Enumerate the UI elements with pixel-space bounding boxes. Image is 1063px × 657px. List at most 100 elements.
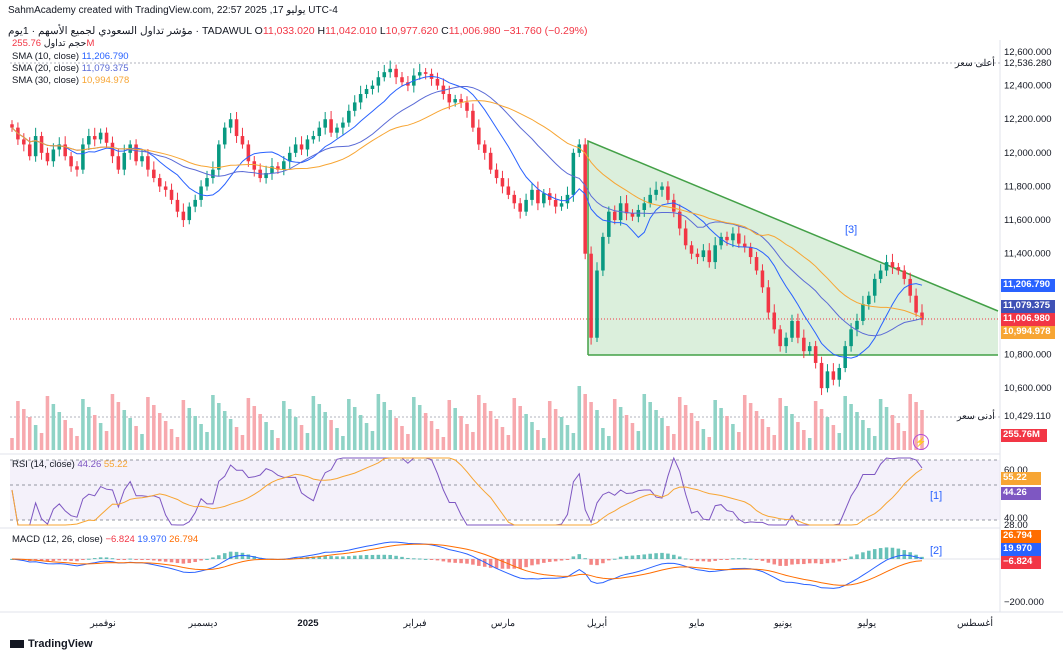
triangle-outline[interactable]	[587, 139, 999, 355]
candle-body	[388, 68, 392, 73]
candle-body	[790, 320, 794, 338]
sma10-legend[interactable]: SMA (10, close) 11,206.790	[12, 51, 129, 63]
candle-body	[819, 362, 824, 389]
candle-body	[222, 127, 227, 145]
candle-body	[205, 178, 209, 187]
candle-body	[577, 144, 582, 153]
volume-label: حجم تداول	[43, 38, 87, 49]
sma20-value: 11,079.375	[81, 63, 129, 74]
macd-hist-bar	[872, 549, 877, 559]
volume-bar	[677, 397, 682, 450]
volume-bar	[737, 432, 741, 450]
volume-bar	[417, 405, 422, 450]
ohlc-c-label: C	[441, 25, 449, 37]
rsi-ma-value: 55.22	[103, 459, 128, 470]
macd-hist-bar	[819, 559, 824, 565]
macd-hist-bar	[920, 556, 924, 559]
candle-body	[311, 136, 316, 140]
macd-hist-bar	[110, 558, 115, 560]
candle-body	[199, 186, 203, 200]
volume-legend[interactable]: حجم تداول 255.76M	[12, 38, 94, 50]
candle-body	[530, 189, 534, 200]
price-tick: 12,000.000	[1004, 148, 1052, 159]
candle-body	[878, 270, 883, 279]
rsi-line	[11, 456, 923, 526]
volume-bar	[500, 427, 505, 450]
time-tick: مارس	[491, 618, 515, 629]
rsi-tick-40: 40.00	[1004, 513, 1028, 524]
macd-hist-bar	[760, 559, 765, 561]
candle-body	[134, 144, 138, 162]
macd-hist-bar	[45, 559, 50, 562]
sma30-legend[interactable]: SMA (30, close) 10,994.978	[12, 75, 129, 87]
candle-body	[872, 278, 877, 296]
sma30-value: 10,994.978	[81, 75, 130, 86]
badge-sma30: 10,994.978	[1001, 326, 1055, 339]
macd-hist-bar	[624, 555, 629, 559]
candle-body	[87, 136, 91, 145]
lightning-icon[interactable]: ⚡	[913, 434, 929, 450]
volume-bar	[276, 438, 280, 450]
candle-body	[323, 119, 327, 128]
wave-1-label[interactable]: [1]	[930, 490, 943, 502]
candle-body	[500, 178, 505, 187]
volume-bar	[843, 396, 847, 450]
candle-body	[211, 169, 215, 179]
macd-hist-bar	[406, 557, 410, 559]
time-tick: يونيو	[773, 618, 792, 629]
candle-body	[719, 236, 723, 246]
macd-hist-bar	[382, 554, 387, 559]
time-tick: أبريل	[587, 616, 608, 629]
candle-body	[766, 287, 771, 313]
macd-hist-bar	[713, 559, 717, 561]
tradingview-logo-icon	[10, 640, 24, 649]
rsi-legend[interactable]: RSI (14, close) 44.26 55.22	[12, 459, 128, 471]
candle-body	[553, 199, 558, 207]
volume-bar	[760, 419, 765, 450]
candle-body	[459, 99, 463, 103]
candle-body	[890, 262, 895, 268]
macd-hist-bar	[689, 559, 694, 561]
candle-body	[861, 304, 865, 321]
candle-body	[583, 144, 587, 254]
macd-hist-bar	[388, 554, 392, 559]
candle-body	[252, 161, 257, 170]
candle-body	[482, 144, 487, 153]
wave-2-label[interactable]: [2]	[930, 545, 943, 557]
macd-legend[interactable]: MACD (12, 26, close) −6.824 19.970 26.79…	[12, 534, 198, 546]
macd-signal-line	[11, 543, 923, 586]
macd-lines	[11, 541, 923, 589]
badge-sma10: 11,206.790	[1001, 279, 1055, 292]
sma30-label: SMA (30, close)	[12, 75, 80, 86]
volume-bar	[412, 397, 416, 450]
candle-body	[441, 85, 446, 95]
candle-body	[725, 236, 729, 241]
candle-body	[276, 166, 280, 170]
rsi-value: 44.26	[77, 459, 102, 470]
candle-body	[536, 189, 540, 204]
volume-bar	[429, 421, 434, 450]
macd-hist-bar	[246, 554, 251, 559]
macd-hist-bar	[63, 559, 67, 561]
volume-bar	[116, 402, 121, 450]
sma20-legend[interactable]: SMA (20, close) 11,079.375	[12, 63, 129, 75]
volume-bar	[530, 422, 534, 450]
candle-body	[784, 337, 788, 347]
macd-label: MACD (12, 26, close)	[12, 534, 103, 545]
macd-hist-bar	[234, 551, 239, 559]
candle-body	[867, 295, 871, 305]
macd-hist-bar	[784, 559, 788, 566]
macd-hist-bar	[583, 558, 587, 560]
macd-hist-bar	[612, 558, 617, 560]
rsi-ma-line	[11, 457, 923, 526]
volume-bar	[33, 425, 38, 450]
volume-bar	[211, 395, 215, 450]
candle-body	[920, 312, 924, 320]
volume-bar	[27, 417, 32, 450]
volume-bar	[222, 411, 227, 450]
wave-3-label[interactable]: [3]	[845, 224, 858, 236]
volume-bar	[323, 412, 327, 450]
candle-body	[27, 144, 32, 157]
volume-bar	[252, 406, 257, 450]
